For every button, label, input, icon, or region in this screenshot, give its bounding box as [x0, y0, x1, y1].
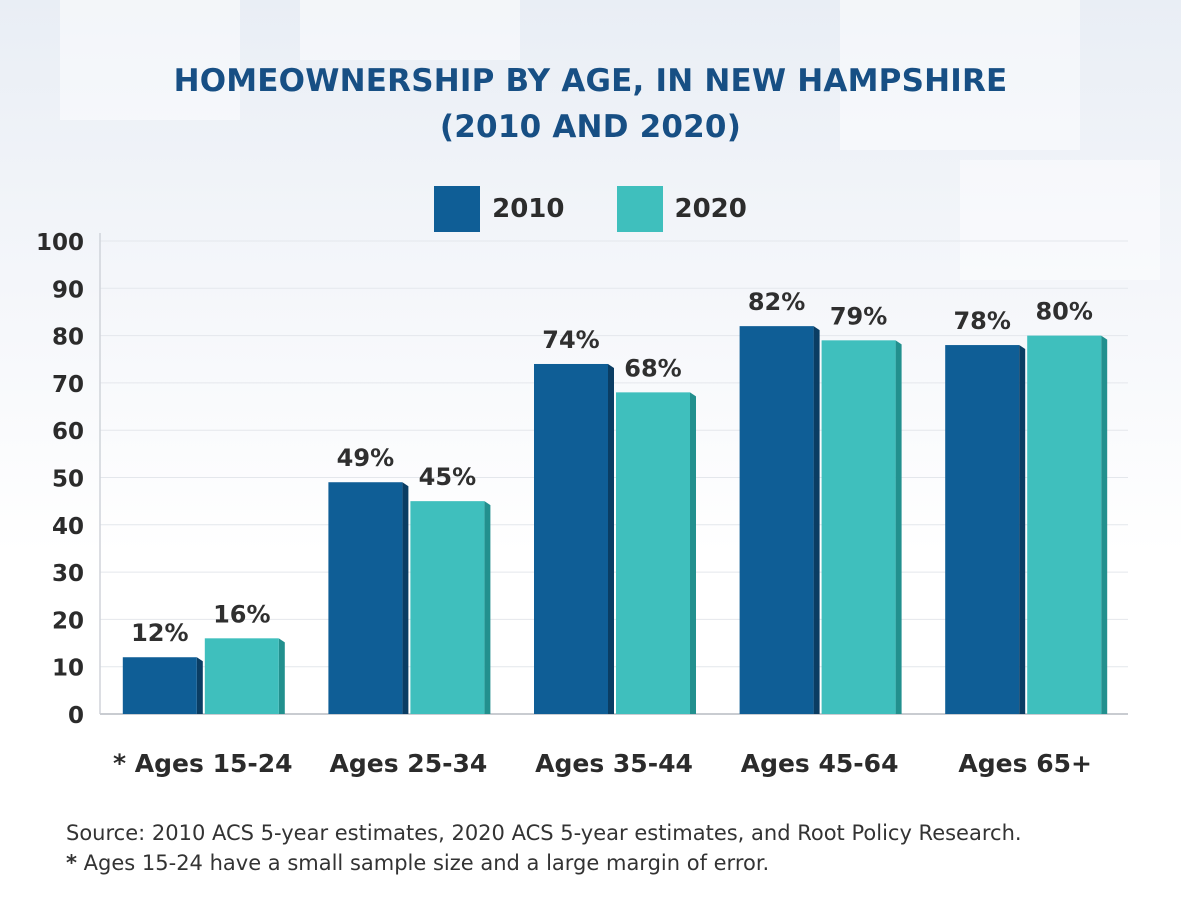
data-label: 80% [1035, 298, 1092, 326]
y-tick-label: 60 [52, 419, 84, 445]
y-tick-label: 10 [52, 656, 84, 682]
bar-side-2010 [1019, 345, 1026, 714]
data-label: 82% [748, 288, 805, 316]
bar-side-2010 [608, 363, 614, 714]
y-tick-label: 80 [52, 325, 84, 351]
footnote-star: * [66, 851, 77, 875]
chart-title-line-1: HOMEOWNERSHIP BY AGE, IN NEW HAMPSHIRE [173, 63, 1008, 99]
background-panel [960, 160, 1160, 280]
bar-side-2010 [813, 326, 820, 714]
y-tick-label: 20 [52, 608, 84, 634]
bar-side-2010 [402, 482, 409, 714]
legend-label-2020: 2020 [674, 194, 747, 224]
x-tick-label: Ages 45-64 [741, 749, 899, 778]
bar-2010-1 [122, 657, 197, 714]
chart-footnote: Source: 2010 ACS 5-year estimates, 2020 … [66, 818, 1166, 878]
x-tick-label: Ages 25-34 [330, 749, 488, 778]
sample-size-note-text: Ages 15-24 have a small sample size and … [76, 851, 770, 875]
y-tick-label: 70 [52, 372, 84, 398]
legend-swatch-2010 [434, 186, 481, 232]
legend-item-2020: 2020 [616, 186, 747, 232]
y-tick-label: 40 [52, 514, 84, 540]
bar-side-2020 [1101, 335, 1108, 714]
data-label: 49% [337, 444, 394, 472]
chart-title-line-2: (2010 AND 2020) [439, 109, 742, 145]
chart-legend: 2010 2020 [0, 186, 1181, 232]
data-label: 68% [624, 354, 681, 382]
sample-size-note: * Ages 15-24 have a small sample size an… [66, 848, 1166, 878]
y-tick-label: 30 [52, 561, 84, 587]
bar-2020-5 [1027, 335, 1102, 714]
y-tick-label: 50 [52, 467, 84, 493]
bar-2020-4 [821, 340, 896, 714]
data-label: 16% [213, 600, 270, 628]
bar-side-2020 [484, 501, 491, 714]
bar-2020-1 [204, 638, 279, 714]
data-label: 12% [131, 619, 188, 647]
x-tick-label: Ages 35-44 [535, 749, 693, 778]
data-label: 74% [542, 326, 599, 354]
bar-side-2020 [690, 392, 696, 714]
bar-2010-2 [328, 482, 403, 714]
data-label: 79% [830, 302, 887, 330]
legend-label-2010: 2010 [492, 194, 565, 224]
bar-side-2010 [196, 657, 203, 714]
y-tick-label: 0 [68, 703, 84, 729]
bar-2020-2 [410, 501, 485, 714]
bar-side-2020 [895, 340, 902, 714]
bar-2010-5 [945, 345, 1020, 714]
background-panel [840, 0, 1080, 150]
x-tick-label: Ages 65+ [958, 749, 1092, 778]
bar-side-2020 [278, 638, 285, 714]
background-panel [60, 0, 240, 120]
bar-2010-3 [534, 363, 608, 714]
background-panel [300, 0, 520, 60]
y-tick-label: 100 [36, 230, 84, 256]
legend-item-2010: 2010 [434, 186, 565, 232]
data-label: 45% [419, 463, 476, 491]
legend-swatch-2020 [616, 186, 663, 232]
source-note: Source: 2010 ACS 5-year estimates, 2020 … [66, 821, 1022, 845]
bar-2020-3 [616, 392, 690, 714]
data-label: 78% [953, 307, 1010, 335]
y-tick-label: 90 [52, 277, 84, 303]
x-tick-label: * Ages 15-24 [113, 749, 293, 778]
chart-title: HOMEOWNERSHIP BY AGE, IN NEW HAMPSHIRE (… [0, 58, 1181, 150]
bar-2010-4 [739, 326, 814, 714]
